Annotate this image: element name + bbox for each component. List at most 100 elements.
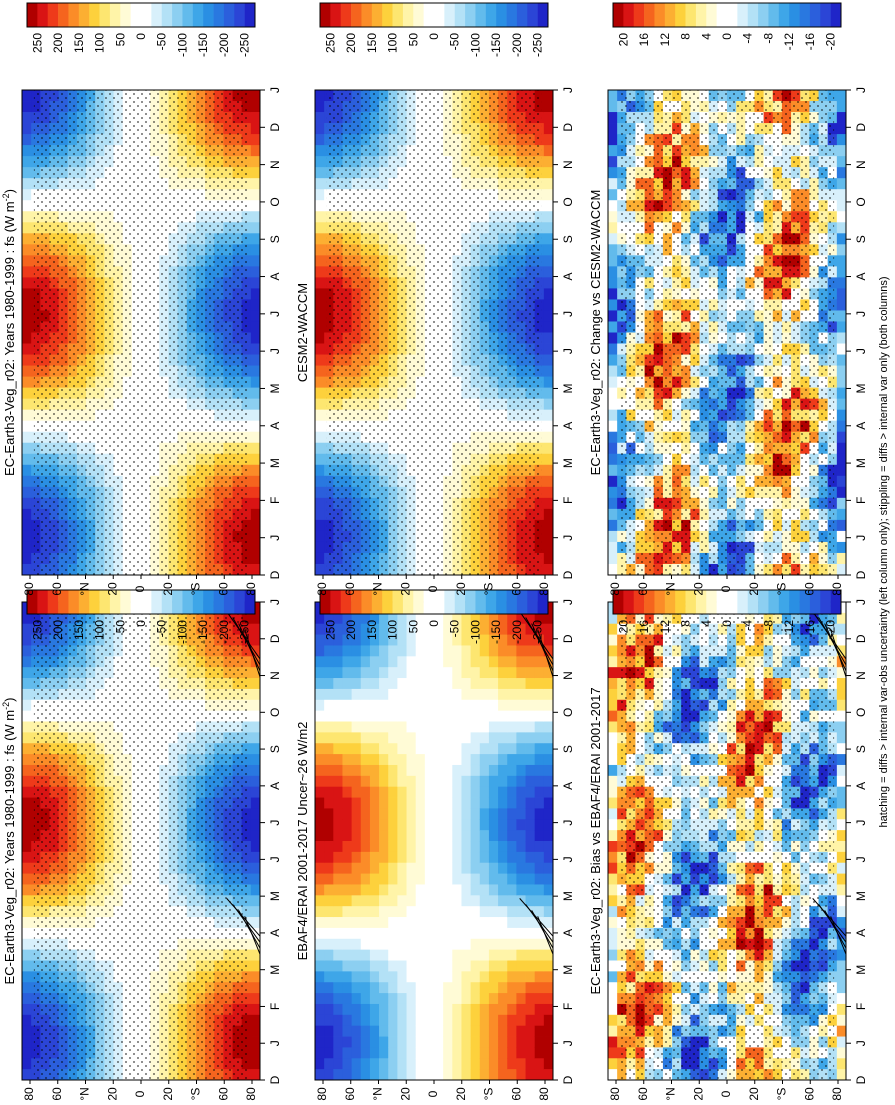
- colorbar-swatch: [27, 3, 38, 27]
- heatmap-cell: [250, 167, 261, 179]
- heatmap-cell: [22, 343, 32, 355]
- heatmap-cell: [608, 688, 618, 701]
- lat-tick-label: 80: [608, 1087, 622, 1101]
- heatmap-cell: [543, 808, 554, 820]
- heatmap-cell: [516, 786, 526, 798]
- colorbar-label: 100: [93, 620, 107, 640]
- heatmap-cell: [534, 612, 545, 625]
- heatmap-cell: [488, 1047, 499, 1059]
- heatmap-cell: [22, 365, 32, 377]
- heatmap-cell: [434, 841, 444, 853]
- lat-tick-label: 0: [426, 1090, 440, 1097]
- lat-tick-label: 20: [161, 1087, 175, 1101]
- colorbar: 250 200 150 100 50 0 -50 -100 -150 -200 -250: [26, 589, 256, 644]
- heatmap-cell: [388, 917, 398, 929]
- heatmap-cell: [22, 743, 32, 755]
- heatmap-cell: [498, 971, 508, 983]
- heatmap-cell: [369, 667, 380, 679]
- month-tick-label: M: [561, 891, 575, 901]
- colorbar-swatch: [789, 590, 800, 614]
- heatmap-cell: [415, 754, 426, 766]
- heatmap-cell: [836, 786, 847, 798]
- heatmap-cell: [424, 960, 435, 972]
- heatmap-cell: [452, 775, 462, 788]
- heatmap-cell: [543, 1047, 554, 1059]
- heatmap-cell: [424, 645, 435, 657]
- heatmap-cell: [470, 710, 481, 722]
- heatmap-cell: [498, 721, 508, 733]
- heatmap-cell: [516, 667, 526, 679]
- heatmap-cell: [379, 688, 389, 701]
- heatmap-cell: [525, 971, 536, 983]
- heatmap-cell: [379, 775, 389, 788]
- heatmap-cell: [342, 764, 353, 777]
- heatmap-cell: [424, 710, 435, 722]
- heatmap-cell: [424, 938, 435, 951]
- colorbar-label: 0: [427, 620, 441, 627]
- heatmap-cell: [360, 949, 371, 961]
- heatmap-cell: [534, 906, 545, 918]
- heatmap-cell: [388, 1025, 398, 1037]
- heatmap-cell: [415, 830, 426, 842]
- heatmap-cell: [488, 949, 499, 961]
- heatmap-cell: [22, 884, 32, 896]
- heatmap-cell: [452, 732, 462, 744]
- lat-tick-label: 0: [719, 1090, 733, 1097]
- heatmap-cell: [525, 873, 536, 885]
- lat-tick-label: 80: [315, 1087, 329, 1101]
- heatmap-cell: [22, 732, 32, 744]
- heatmap-cell: [397, 764, 407, 777]
- heatmap-cell: [424, 949, 435, 961]
- heatmap-cell: [22, 442, 32, 455]
- heatmap-cell: [22, 563, 32, 576]
- heatmap-cell: [507, 906, 517, 918]
- heatmap-cell: [360, 982, 371, 994]
- heatmap-cell: [342, 830, 353, 842]
- heatmap-cell: [543, 895, 554, 907]
- heatmap-cell: [516, 1069, 526, 1081]
- heatmap-cell: [250, 1047, 261, 1059]
- heatmap-cell: [479, 797, 490, 809]
- heatmap-cell: [424, 971, 435, 983]
- colorbar-swatch: [141, 3, 152, 27]
- heatmap-cell: [424, 612, 435, 625]
- heatmap-cell: [461, 927, 472, 940]
- heatmap-cell: [424, 808, 435, 820]
- heatmap-cell: [836, 602, 847, 614]
- heatmap-cell: [516, 1025, 526, 1037]
- heatmap-cell: [836, 906, 847, 918]
- heatmap-cell: [22, 277, 32, 289]
- heatmap-cell: [452, 917, 462, 929]
- colorbar-label: 100: [386, 620, 400, 640]
- month-tick-label: J: [561, 1040, 575, 1046]
- heatmap-cell: [534, 960, 545, 972]
- heatmap-cell: [525, 645, 536, 657]
- heatmap-cell: [424, 1036, 435, 1048]
- heatmap-cell: [22, 189, 32, 201]
- heatmap-cell: [250, 475, 261, 488]
- heatmap-cell: [608, 775, 618, 788]
- heatmap-cell: [369, 938, 380, 951]
- heatmap-cell: [443, 656, 453, 668]
- heatmap-cell: [488, 927, 499, 940]
- colorbar: 20 16 12 8 4 0 -4 -8 -12 -16 -20: [612, 589, 842, 637]
- heatmap-cell: [452, 1069, 462, 1081]
- heatmap-cell: [388, 971, 398, 983]
- heatmap-cell: [22, 354, 32, 366]
- heatmap-cell: [369, 960, 380, 972]
- heatmap-cell: [488, 612, 499, 625]
- heatmap-cell: [342, 982, 353, 994]
- lat-tick-label: °N: [78, 582, 92, 595]
- heatmap-cell: [424, 1014, 435, 1027]
- heatmap-cell: [342, 1025, 353, 1037]
- heatmap-cell: [369, 982, 380, 994]
- heatmap-cell: [461, 732, 472, 744]
- heatmap-cell: [250, 851, 261, 864]
- heatmap-cell: [479, 873, 490, 885]
- lat-tick-label: 20: [398, 1087, 412, 1101]
- heatmap-cell: [488, 819, 499, 831]
- heatmap-cell: [22, 678, 32, 690]
- colorbar-swatch: [402, 590, 414, 614]
- heatmap-cell: [525, 927, 536, 940]
- heatmap-cell: [369, 895, 380, 907]
